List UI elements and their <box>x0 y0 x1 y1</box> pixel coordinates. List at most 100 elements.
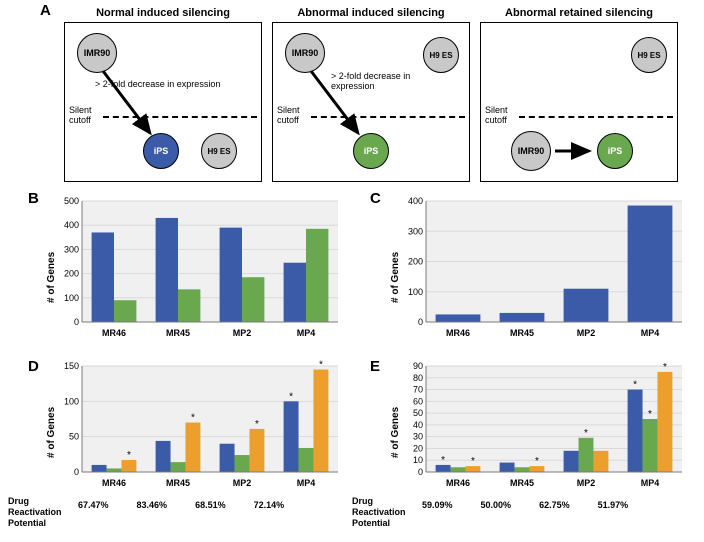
svg-text:MP4: MP4 <box>297 328 316 338</box>
svg-text:200: 200 <box>408 257 423 267</box>
svg-text:MP2: MP2 <box>233 328 252 338</box>
svg-text:100: 100 <box>64 293 79 303</box>
svg-text:90: 90 <box>413 361 423 371</box>
drug-e-3: 51.97% <box>598 500 629 511</box>
chart-e-ylabel: # of Genes <box>390 407 401 458</box>
drug-d-0: 67.47% <box>78 500 109 511</box>
svg-text:MR46: MR46 <box>102 328 126 338</box>
svg-text:MR46: MR46 <box>446 478 470 488</box>
drug-values-e: 59.09% 50.00% 62.75% 51.97% <box>422 500 628 511</box>
drug-e-0: 59.09% <box>422 500 453 511</box>
svg-text:*: * <box>289 391 293 402</box>
cutoff-line-3 <box>519 116 673 118</box>
drug-e-2: 62.75% <box>539 500 570 511</box>
chart-c-ylabel: # of Genes <box>390 252 401 303</box>
svg-text:0: 0 <box>74 317 79 327</box>
svg-text:40: 40 <box>413 420 423 430</box>
svg-text:*: * <box>471 456 475 467</box>
drug-label-e: Drug Reactivation Potential <box>352 496 406 529</box>
cutoff-text-2: Silent cutoff <box>277 105 300 125</box>
svg-text:30: 30 <box>413 432 423 442</box>
svg-text:MP4: MP4 <box>297 478 316 488</box>
arrow-3 <box>553 143 603 163</box>
svg-text:300: 300 <box>408 226 423 236</box>
svg-text:*: * <box>648 409 652 420</box>
svg-text:0: 0 <box>74 467 79 477</box>
panel-a-box-2: Abnormal induced silencing IMR90 H9 ES >… <box>272 22 470 182</box>
svg-text:150: 150 <box>64 361 79 371</box>
chart-c-svg: 0 100 200 300 400 MR46 MR45 MP2 MP4 <box>398 195 688 340</box>
svg-text:80: 80 <box>413 373 423 383</box>
chart-b-ylabel: # of Genes <box>46 252 57 303</box>
drug-d-2: 68.51% <box>195 500 226 511</box>
drug-e-1: 50.00% <box>481 500 512 511</box>
label-d: D <box>28 358 39 375</box>
svg-text:500: 500 <box>64 196 79 206</box>
svg-text:300: 300 <box>64 244 79 254</box>
svg-text:20: 20 <box>413 443 423 453</box>
cutoff-text-3: Silent cutoff <box>485 105 508 125</box>
node-h9-3: H9 ES <box>631 37 667 73</box>
panel-a-title-2: Abnormal induced silencing <box>273 7 469 19</box>
node-ips-1: iPS <box>143 133 179 169</box>
drug-label-d: Drug Reactivation Potential <box>8 496 62 529</box>
chart-b: # of Genes 0100200300400500MR46MR45MP2MP… <box>54 195 344 340</box>
svg-text:MP4: MP4 <box>641 328 660 338</box>
chart-d: # of Genes 050100150MR46MR45MP2MP4***** <box>54 360 344 490</box>
panel-a-row: Normal induced silencing IMR90 > 2-fold … <box>64 22 678 182</box>
svg-text:50: 50 <box>69 432 79 442</box>
panel-a-box-1: Normal induced silencing IMR90 > 2-fold … <box>64 22 262 182</box>
node-h9-2: H9 ES <box>423 37 459 73</box>
drug-d-3: 72.14% <box>254 500 285 511</box>
svg-text:MR45: MR45 <box>166 328 190 338</box>
svg-text:*: * <box>633 380 637 391</box>
label-a: A <box>40 2 51 19</box>
svg-text:*: * <box>535 456 539 467</box>
svg-text:400: 400 <box>64 220 79 230</box>
svg-text:60: 60 <box>413 396 423 406</box>
svg-text:100: 100 <box>64 396 79 406</box>
svg-text:400: 400 <box>408 196 423 206</box>
node-h9-1: H9 ES <box>201 133 237 169</box>
svg-text:*: * <box>319 360 323 371</box>
svg-text:50: 50 <box>413 408 423 418</box>
svg-text:*: * <box>441 455 445 466</box>
svg-text:MR45: MR45 <box>510 478 534 488</box>
svg-text:MR46: MR46 <box>446 328 470 338</box>
panel-a-title-3: Abnormal retained silencing <box>481 7 677 19</box>
chart-b-svg: 0100200300400500MR46MR45MP2MP4 <box>54 195 344 340</box>
svg-text:*: * <box>663 362 667 373</box>
chart-d-svg: 0 50 100 150 MR46 MR45 MP2 MP4 * * * * * <box>54 360 344 490</box>
svg-text:MR46: MR46 <box>102 478 126 488</box>
panel-a-title-1: Normal induced silencing <box>65 7 261 19</box>
svg-text:MR45: MR45 <box>166 478 190 488</box>
label-b: B <box>28 190 39 207</box>
node-ips-2: iPS <box>353 133 389 169</box>
svg-text:*: * <box>191 413 195 424</box>
svg-text:10: 10 <box>413 455 423 465</box>
drug-values-d: 67.47% 83.46% 68.51% 72.14% <box>78 500 284 511</box>
node-imr90-3: IMR90 <box>511 131 551 171</box>
node-ips-3: iPS <box>597 133 633 169</box>
svg-text:MP2: MP2 <box>577 478 596 488</box>
svg-text:MR45: MR45 <box>510 328 534 338</box>
chart-d-ylabel: # of Genes <box>46 407 57 458</box>
label-e: E <box>370 358 380 375</box>
drug-d-1: 83.46% <box>137 500 168 511</box>
svg-text:*: * <box>255 419 259 430</box>
svg-text:*: * <box>584 428 588 439</box>
svg-text:0: 0 <box>418 317 423 327</box>
cutoff-text-1: Silent cutoff <box>69 105 92 125</box>
chart-c: # of Genes 0100200300400MR46MR45MP2MP4 <box>398 195 688 340</box>
svg-text:0: 0 <box>418 467 423 477</box>
svg-text:*: * <box>127 450 131 461</box>
svg-text:MP2: MP2 <box>233 478 252 488</box>
svg-text:MP2: MP2 <box>577 328 596 338</box>
svg-text:70: 70 <box>413 385 423 395</box>
chart-e-svg: 0102030405060708090MR46MR45MP2MP4******* <box>398 360 688 490</box>
label-c: C <box>370 190 381 207</box>
chart-e: # of Genes 0102030405060708090MR46MR45MP… <box>398 360 688 490</box>
panel-a-box-3: Abnormal retained silencing H9 ES Silent… <box>480 22 678 182</box>
svg-text:MP4: MP4 <box>641 478 660 488</box>
svg-text:100: 100 <box>408 287 423 297</box>
